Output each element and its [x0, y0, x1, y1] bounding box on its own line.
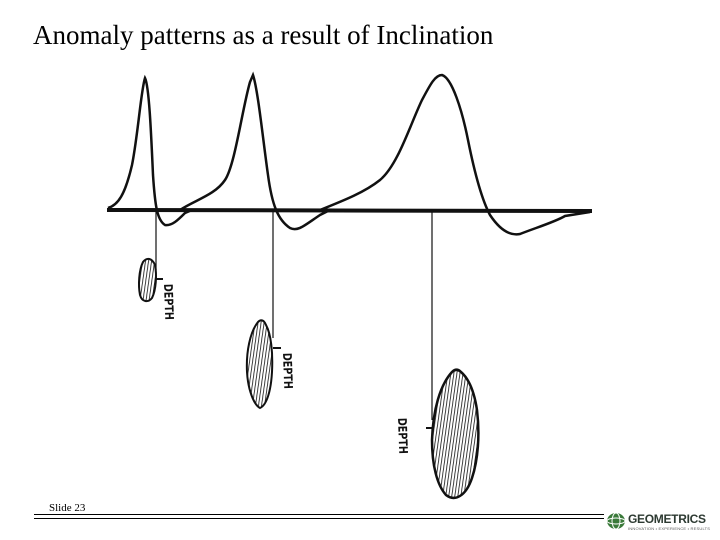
slide-title: Anomaly patterns as a result of Inclinat… — [33, 20, 494, 50]
geometrics-logo: GEOMETRICS INNOVATION • EXPERIENCE • RES… — [606, 510, 716, 534]
logo-tagline: INNOVATION • EXPERIENCE • RESULTS — [628, 526, 711, 531]
footer-rule-secondary — [34, 518, 604, 519]
anomaly-curve-1 — [107, 74, 193, 227]
source-body-3 — [430, 368, 480, 500]
depth-label-2: DEPTH — [280, 353, 295, 389]
footer-rule — [34, 514, 604, 515]
depth-label-3: DEPTH — [395, 418, 410, 454]
source-body-1 — [138, 257, 157, 303]
source-body-2 — [245, 319, 274, 410]
slide-number: Slide 23 — [49, 502, 86, 514]
anomaly-curve-2 — [179, 71, 331, 231]
baseline — [106, 208, 593, 213]
logo-wordmark: GEOMETRICS — [628, 512, 706, 526]
anomaly-curve-3 — [319, 73, 591, 236]
geometrics-globe-icon — [606, 512, 626, 530]
depth-label-1: DEPTH — [161, 284, 176, 320]
